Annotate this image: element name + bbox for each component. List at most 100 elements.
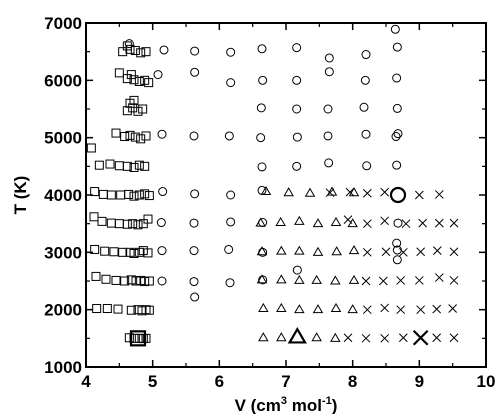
triangle-marker xyxy=(258,332,269,342)
cross-marker xyxy=(418,218,428,228)
circle-marker xyxy=(124,39,134,49)
triangle-marker xyxy=(275,216,286,227)
circle-marker xyxy=(392,103,402,113)
cross-marker xyxy=(381,247,391,257)
square-marker xyxy=(114,161,124,171)
circle-marker xyxy=(324,67,334,77)
square-marker xyxy=(122,219,132,229)
square-marker xyxy=(90,244,100,254)
circle-marker xyxy=(158,187,168,197)
circle-marker xyxy=(323,104,333,114)
cross-marker xyxy=(434,190,444,199)
circle-marker xyxy=(292,161,302,171)
x-axis-label: V (cm3 mol-1) xyxy=(235,395,338,414)
triangle-marker xyxy=(256,246,268,256)
circle-marker xyxy=(393,218,403,228)
square-marker xyxy=(114,219,124,229)
circle-marker xyxy=(189,246,199,256)
triangle-marker xyxy=(312,304,324,314)
cross-marker xyxy=(449,218,459,228)
square-marker xyxy=(100,246,110,256)
triangle-marker xyxy=(255,217,266,227)
circle-marker xyxy=(392,238,402,248)
circle-marker xyxy=(359,102,369,112)
circle-marker xyxy=(323,131,333,141)
circle-marker xyxy=(257,162,267,172)
circle-marker xyxy=(324,158,334,168)
circle-marker xyxy=(157,276,167,286)
circle-marker xyxy=(392,160,402,170)
square-marker xyxy=(122,106,132,116)
cross-marker xyxy=(380,333,390,343)
triangle-marker xyxy=(258,302,269,313)
circle-marker xyxy=(292,75,302,85)
cross-marker xyxy=(398,247,408,257)
triangle-marker xyxy=(347,218,358,228)
x-tick-label: 9 xyxy=(415,372,424,391)
y-tick-label: 3000 xyxy=(44,243,82,262)
square-marker xyxy=(129,162,139,172)
cross-marker xyxy=(449,333,459,343)
triangle-marker xyxy=(348,274,360,284)
cross-marker xyxy=(396,305,406,315)
circle-marker xyxy=(256,133,266,143)
triangle-marker xyxy=(283,187,294,197)
circle-marker xyxy=(393,129,403,139)
triangle-marker xyxy=(330,332,341,342)
square-marker xyxy=(106,190,116,200)
circle-marker xyxy=(190,292,200,302)
square-marker xyxy=(134,160,144,170)
cross-marker xyxy=(378,276,388,286)
square-marker xyxy=(140,161,150,171)
triangle-marker xyxy=(276,332,287,342)
circle-marker xyxy=(392,42,402,52)
triangle-marker xyxy=(256,274,268,284)
x-tick-label: 6 xyxy=(215,372,224,391)
triangle-marker xyxy=(330,216,342,227)
square-marker xyxy=(125,98,135,108)
square-marker xyxy=(90,187,100,197)
square-marker xyxy=(106,218,116,228)
cross-marker xyxy=(432,333,442,343)
triangle-marker xyxy=(294,245,305,255)
square-marker xyxy=(130,132,140,142)
square-marker xyxy=(129,191,139,201)
square-marker xyxy=(122,41,132,51)
cross-marker xyxy=(361,333,371,343)
square-marker xyxy=(129,248,139,258)
triangle-marker xyxy=(304,187,316,197)
triangle-marker xyxy=(312,246,324,256)
square-marker xyxy=(97,216,107,226)
square-marker xyxy=(94,160,104,170)
square-marker xyxy=(125,44,135,54)
square-marker xyxy=(116,190,126,200)
circle-marker xyxy=(256,103,266,113)
square-marker xyxy=(141,305,151,315)
cross-marker xyxy=(412,329,429,346)
y-axis-label: T (K) xyxy=(11,176,30,215)
cross-marker xyxy=(362,188,372,198)
circle-marker xyxy=(226,78,236,88)
triangle-marker xyxy=(276,302,287,313)
y-tick-label: 4000 xyxy=(44,186,82,205)
cross-marker xyxy=(449,247,459,257)
circle-marker xyxy=(391,132,401,142)
square-marker xyxy=(102,304,112,314)
circle-marker xyxy=(157,246,167,256)
circle-marker xyxy=(361,50,371,60)
square-marker xyxy=(126,305,136,315)
triangle-marker xyxy=(312,218,324,228)
square-marker xyxy=(111,275,121,285)
triangle-marker xyxy=(294,274,305,284)
cross-marker xyxy=(449,276,459,285)
triangle-marker xyxy=(330,302,342,313)
square-marker xyxy=(144,276,154,286)
square-marker xyxy=(105,159,115,169)
circle-marker xyxy=(360,75,370,85)
cross-marker xyxy=(416,247,426,257)
cross-marker xyxy=(448,304,458,313)
circle-marker xyxy=(190,189,200,199)
circle-marker xyxy=(292,104,302,114)
cross-marker xyxy=(362,305,372,315)
cross-marker xyxy=(434,218,444,228)
